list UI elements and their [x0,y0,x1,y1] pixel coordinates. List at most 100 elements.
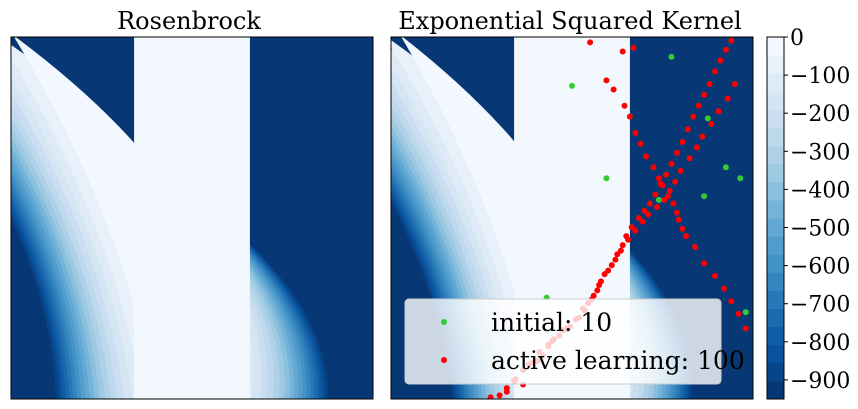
active-learning-point [675,216,682,223]
active-learning-point [625,236,632,243]
active-learning-point [708,120,715,127]
active-learning-point [637,140,644,147]
active-learning-point [717,57,724,64]
legend-marker-active [441,357,447,363]
colorbar: 0 −100 −200 −300 −400 −500 −600 −700 −800 −900 [766,26,850,400]
active-learning-point [639,218,646,225]
active-learning-point [587,39,594,46]
colorbar-band [767,127,784,147]
active-learning-point [715,108,722,115]
colorbar-band [767,55,784,74]
legend-label-active: active learning: 100 [491,346,745,375]
colorbar-band [767,272,784,291]
active-learning-point [706,81,713,88]
colorbar-frame [766,36,785,400]
colorbar-band [767,163,784,183]
active-learning-point [674,149,680,156]
active-learning-point [683,233,689,240]
colorbar-band [767,145,784,165]
active-learning-point [503,388,510,395]
active-learning-point [657,180,664,187]
active-learning-point [670,200,677,207]
active-learning-point [679,225,686,232]
colorbar-tick-label: −600 [790,255,850,280]
active-learning-point [650,164,657,171]
active-learning-point [666,187,673,194]
active-learning-point [661,196,668,203]
initial-point [655,196,662,203]
active-learning-point [603,77,610,84]
legend-box [404,298,722,385]
active-learning-point [731,81,738,88]
active-learning-point [619,242,626,249]
active-learning-point [612,256,619,263]
colorbar-band [767,91,784,110]
active-learning-point [674,209,680,216]
active-learning-point [645,211,651,218]
active-learning-point [699,133,706,140]
active-learning-point [630,44,637,51]
colorbar-band [767,362,784,382]
legend-marker-initial [441,319,447,325]
active-learning-point [724,95,731,102]
colorbar-bands [767,37,784,400]
initial-point [742,309,749,316]
active-learning-point [655,175,662,182]
colorbar-band [767,109,784,128]
colorbar-band [767,73,784,92]
active-learning-point [712,68,718,75]
active-learning-point [701,260,708,267]
active-learning-point [646,200,653,207]
active-learning-point [663,171,670,178]
initial-point [668,53,675,60]
active-learning-point [701,91,708,98]
active-learning-point [722,46,729,53]
active-learning-point [684,126,691,133]
active-learning-point [608,262,615,269]
initial-point [737,175,744,182]
active-learning-point [693,144,700,151]
active-learning-point [594,287,601,294]
active-learning-point [695,102,702,109]
rosenbrock-title: Rosenbrock [117,7,261,35]
active-learning-point [742,325,749,332]
rosenbrock-panel: Rosenbrock [10,7,374,400]
active-learning-point [605,267,612,274]
colorbar-tick-label: −900 [790,369,850,394]
colorbar-tick-label: −200 [790,102,850,127]
legend-label-initial: initial: 10 [491,308,612,337]
active-learning-point [598,278,604,285]
active-learning-point [619,48,626,55]
active-learning-point [632,129,639,136]
active-learning-point [626,113,633,120]
initial-point [704,115,711,122]
contour-core [134,37,250,399]
active-learning-point [690,113,697,120]
active-learning-point [692,244,699,250]
active-learning-point [668,160,675,167]
colorbar-band [767,290,784,309]
active-learning-point [728,37,735,44]
kernel-title: Exponential Squared Kernel [398,7,741,35]
colorbar-band [767,37,784,56]
kernel-frame [390,36,754,400]
colorbar-band [767,181,784,201]
active-learning-point [632,227,639,234]
active-learning-point [721,285,727,292]
initial-point [722,164,729,171]
initial-point [603,175,610,182]
initial-point [701,193,708,200]
kernel-panel: Exponential Squared Kernel initial: 10 a… [390,7,754,400]
colorbar-tick-label: −800 [790,331,850,356]
active-learning-point [643,153,650,160]
legend: initial: 10 active learning: 100 [404,298,745,385]
active-learning-point [610,86,617,93]
active-learning-point [686,155,693,162]
colorbar-band [767,326,784,346]
initial-point [569,82,575,89]
rosenbrock-frame [10,36,374,400]
active-learning-point [496,392,503,399]
active-learning-point [677,167,684,174]
active-learning-point [672,178,679,185]
